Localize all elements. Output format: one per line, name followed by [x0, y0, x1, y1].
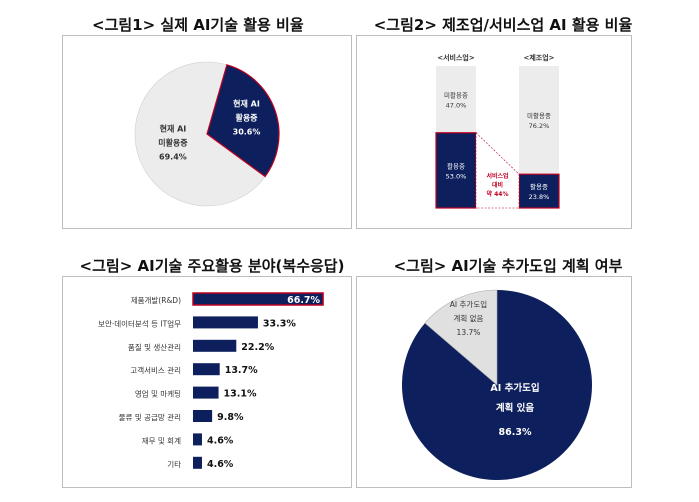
- fig2-stacked-bar-chart: <서비스업> 미활용중 47.0% 활용중 53.0% <제조업> 미활용중 76.2% 활용중…: [435, 53, 560, 209]
- segment-value-unused: 47.0%: [446, 101, 467, 109]
- pie-label-unused: 현재 AI: [160, 124, 187, 134]
- fig1-pie-chart: 현재 AI 활용중 30.6% 현재 AI 미활용중 69.4%: [134, 61, 280, 207]
- category-label: 기타: [167, 460, 181, 469]
- segment-value-unused: 76.2%: [529, 122, 550, 130]
- pie-value-unused: 69.4%: [159, 153, 187, 162]
- bar-value-label: 33.3%: [263, 318, 296, 329]
- category-label: 영업 및 마케팅: [135, 389, 181, 399]
- bar-value-label: 4.6%: [207, 435, 234, 446]
- bar-value-label: 66.7%: [287, 295, 320, 306]
- pie-slice-no: [424, 289, 498, 386]
- pie-label-no: 계획 없음: [453, 313, 483, 323]
- fig1-title: <그림1> 실제 AI기술 활용 비율: [92, 16, 304, 34]
- comparison-annotation: 대비: [492, 181, 503, 189]
- category-label: 품질 및 생산관리: [128, 342, 181, 352]
- bar-value-label: 4.6%: [207, 459, 234, 470]
- bar-value-label: 13.7%: [225, 365, 258, 376]
- bar: [193, 339, 237, 352]
- pie-label-no: AI 추가도입: [450, 300, 487, 309]
- fig2-title: <그림2> 제조업/서비스업 AI 활용 비율: [373, 16, 633, 34]
- bar: [193, 363, 220, 376]
- pie-value-yes: 86.3%: [499, 427, 532, 438]
- bar-value-label: 9.8%: [217, 412, 244, 423]
- segment-label-used: 활용중: [447, 161, 465, 170]
- pie-label-used: 활용중: [235, 112, 258, 122]
- fig2-panel: <서비스업> 미활용중 47.0% 활용중 53.0% <제조업> 미활용중 76.2% 활용중…: [356, 35, 632, 229]
- bar: [193, 433, 202, 446]
- bar-segment-unused: [519, 66, 559, 175]
- fig3-horizontal-bar-chart: 제품개발(R&D) 66.7% 보안·데이터분석 등 IT업무 33.3% 품질 및 생…: [98, 292, 324, 470]
- bar: [193, 410, 213, 422]
- segment-label-unused: 미활용중: [444, 90, 468, 99]
- pie-value-used: 30.6%: [233, 127, 261, 136]
- bar: [193, 386, 219, 399]
- category-label: 보안·데이터분석 등 IT업무: [98, 318, 181, 328]
- bar-segment-unused: [436, 66, 476, 133]
- pie-label-used: 현재 AI: [233, 98, 260, 108]
- fig1-panel: 현재 AI 활용중 30.6% 현재 AI 미활용중 69.4%: [62, 35, 352, 229]
- comparison-annotation: 서비스업: [486, 172, 508, 180]
- bar-value-label: 13.1%: [224, 389, 257, 400]
- bar-value-label: 22.2%: [241, 342, 274, 353]
- category-label: <제조업>: [523, 53, 554, 62]
- category-label: 고객서비스 관리: [130, 365, 181, 375]
- pie-slice-unused: [134, 61, 266, 207]
- category-label: <서비스업>: [437, 53, 475, 62]
- comparison-annotation: 약 44%: [487, 190, 509, 198]
- segment-label-used: 활용중: [530, 182, 548, 191]
- fig3-title: <그림> AI기술 주요활용 분야(복수응답): [79, 257, 345, 275]
- comparison-connector: [475, 132, 520, 209]
- bar: [193, 456, 202, 469]
- bar: [192, 292, 324, 306]
- pie-slice-used: [206, 64, 280, 178]
- fig3-panel: 제품개발(R&D) 66.7% 보안·데이터분석 등 IT업무 33.3% 품질 및 생…: [62, 276, 352, 488]
- fig4-title: <그림> AI기술 추가도입 계획 여부: [393, 257, 623, 275]
- segment-value-used: 23.8%: [529, 193, 550, 201]
- segment-label-unused: 미활용중: [527, 111, 551, 120]
- bar: [193, 316, 258, 329]
- category-label: 제품개발(R&D): [131, 295, 181, 305]
- segment-value-used: 53.0%: [446, 172, 467, 180]
- pie-label-unused: 미활용중: [158, 138, 188, 148]
- pie-label-yes: AI 추가도입: [490, 382, 539, 394]
- category-label: 재무 및 회계: [142, 435, 181, 445]
- pie-label-yes: 계획 있음: [496, 402, 535, 414]
- fig4-panel: AI 추가도입 계획 없음 13.7% AI 추가도입 계획 있음 86.3%: [356, 276, 632, 488]
- pie-value-no: 13.7%: [457, 328, 481, 337]
- category-label: 물류 및 공급망 관리: [119, 412, 181, 422]
